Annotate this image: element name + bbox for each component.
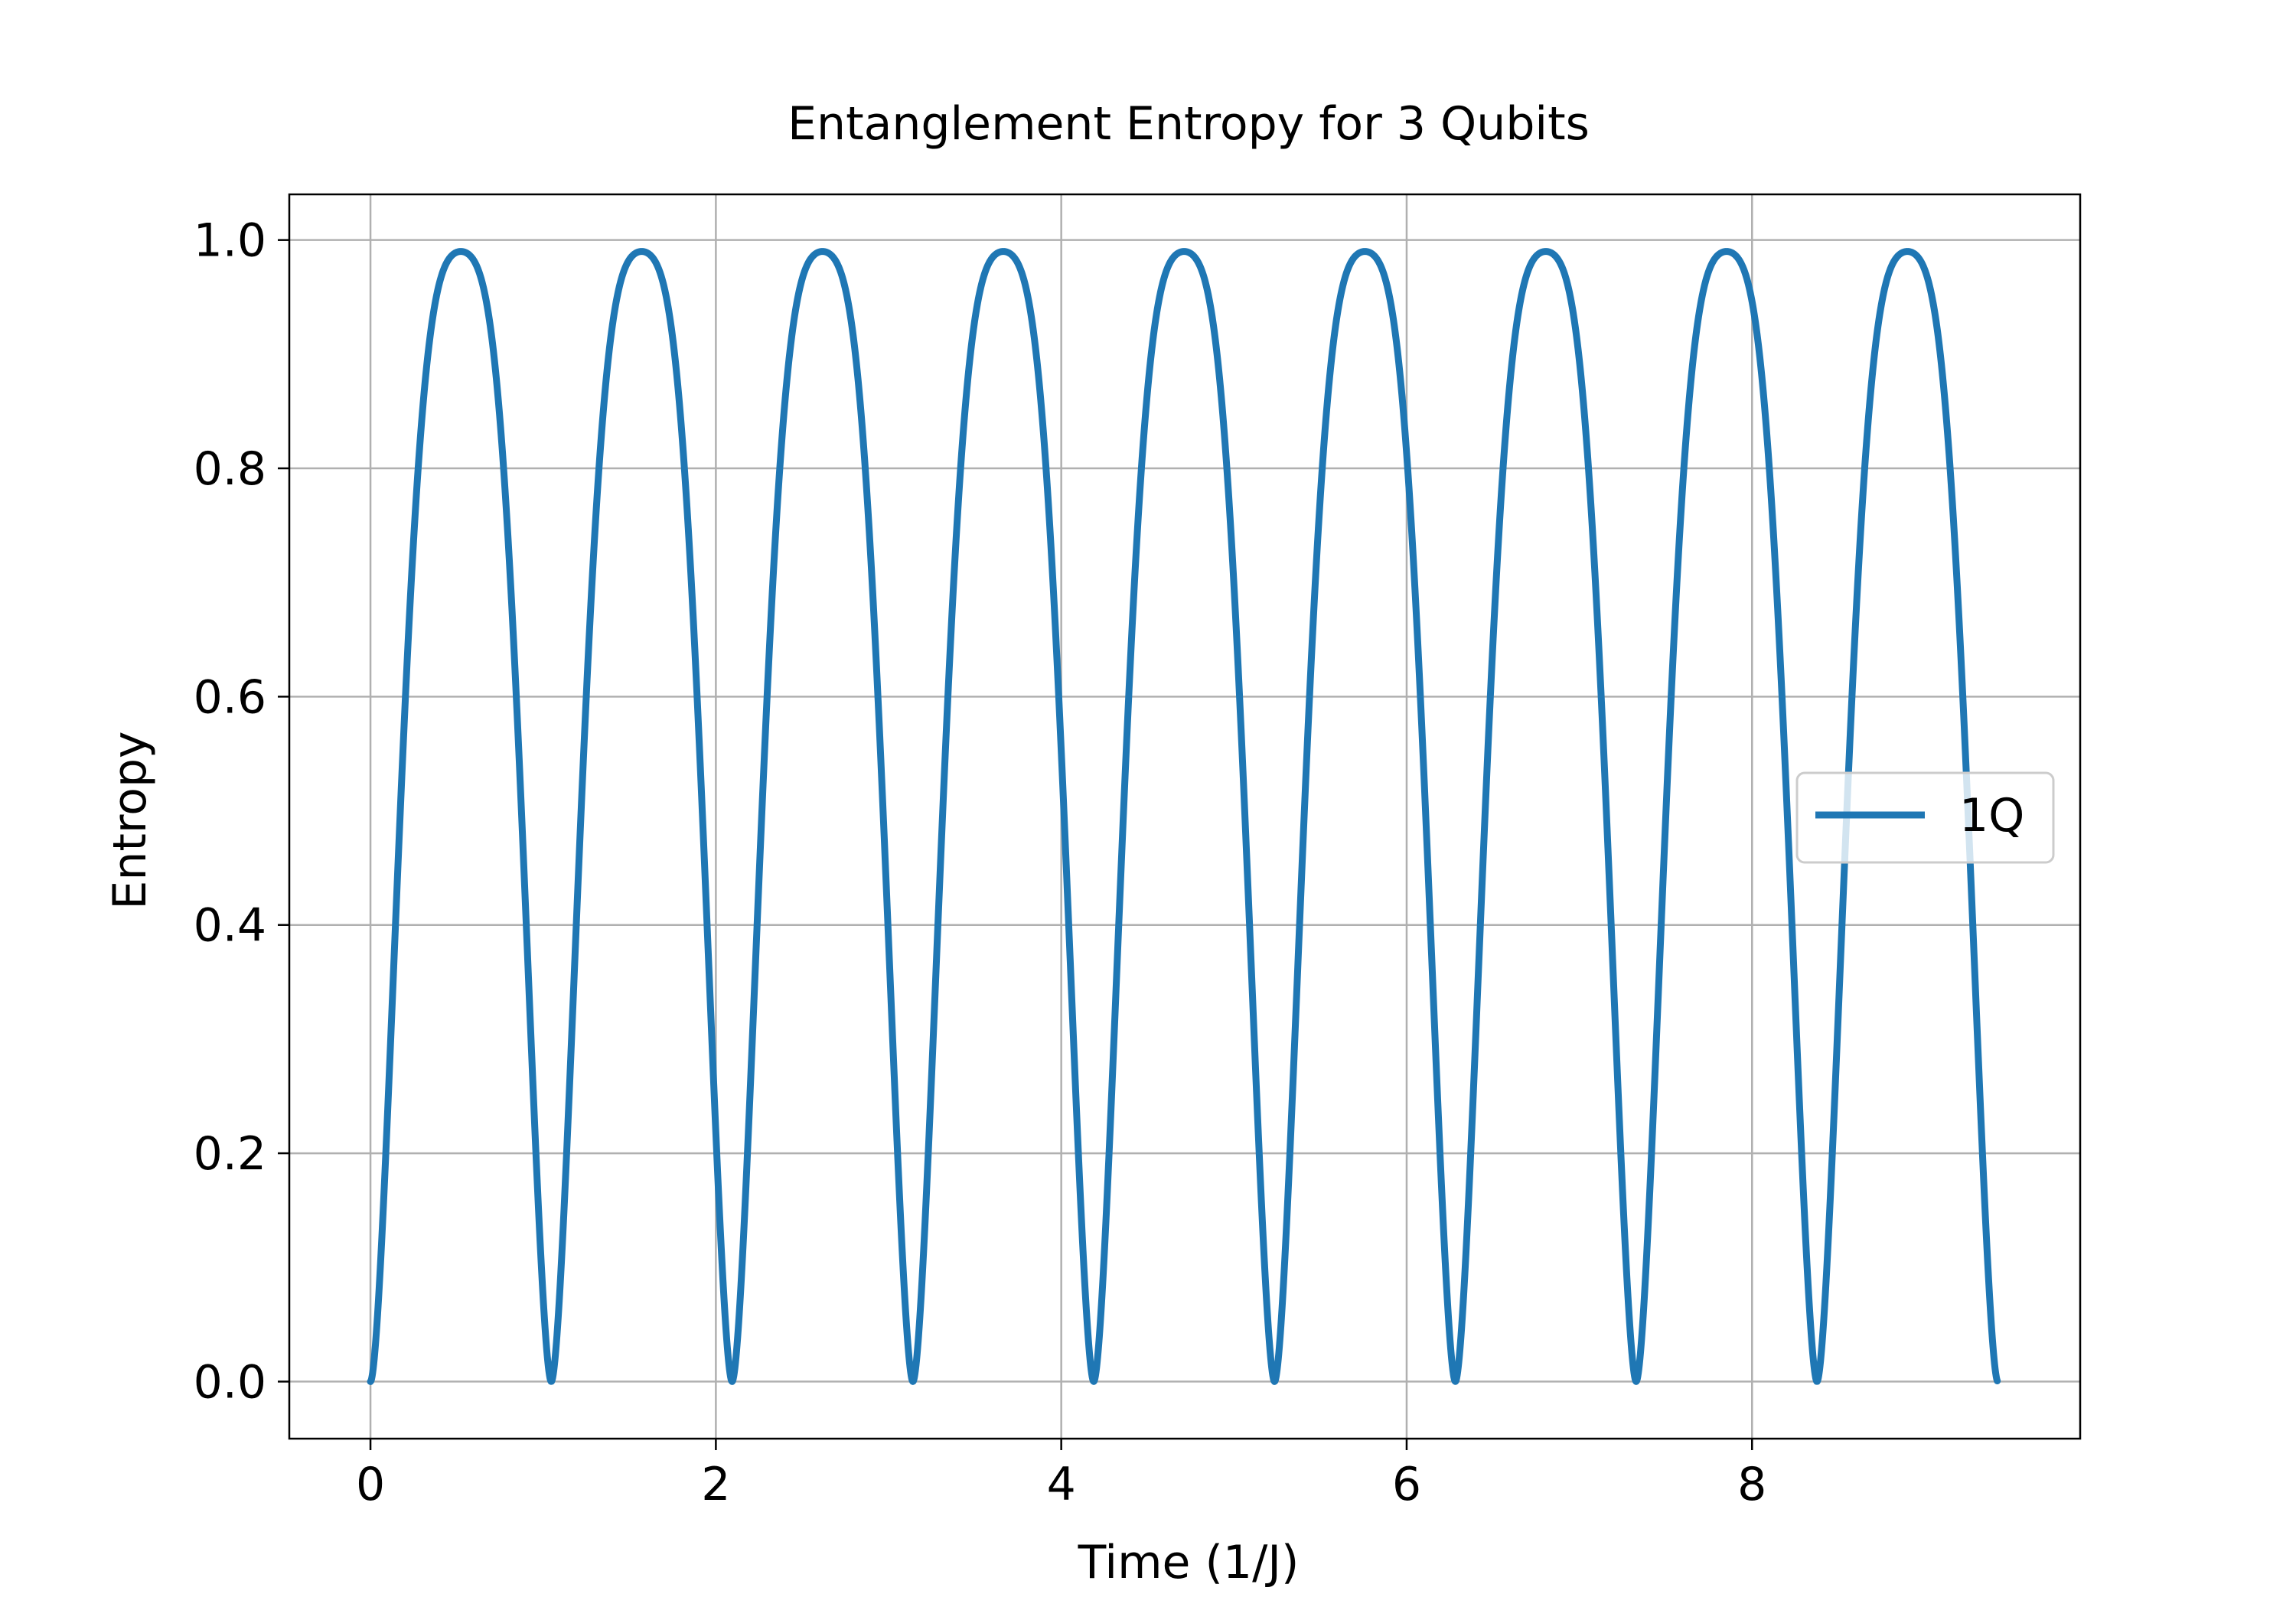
y-tick-label: 0.8 bbox=[194, 442, 266, 496]
legend-label-1q: 1Q bbox=[1959, 789, 2024, 843]
y-tick-label: 0.2 bbox=[194, 1127, 266, 1181]
y-tick-label: 0.6 bbox=[194, 670, 266, 724]
y-axis-label: Entropy bbox=[103, 731, 157, 909]
series-line-1q bbox=[367, 248, 2001, 1385]
legend-box bbox=[1795, 771, 2055, 864]
x-tick-label: 0 bbox=[356, 1458, 385, 1511]
legend: 1Q bbox=[1795, 771, 2055, 864]
x-tick-label: 8 bbox=[1737, 1458, 1766, 1511]
axis-ticks: 0 2 4 6 8 0.0 0.2 0.4 0.6 0.8 1.0 bbox=[194, 214, 1767, 1511]
y-tick-label: 0.4 bbox=[194, 899, 266, 953]
y-tick-label: 0.0 bbox=[194, 1355, 266, 1409]
x-tick-label: 2 bbox=[701, 1458, 730, 1511]
y-tick-label: 1.0 bbox=[194, 214, 266, 268]
x-axis-label: Time (1/J) bbox=[1078, 1536, 1300, 1589]
x-tick-label: 6 bbox=[1392, 1458, 1421, 1511]
chart-title: Entanglement Entropy for 3 Qubits bbox=[788, 97, 1590, 151]
plot-frame bbox=[288, 193, 2082, 1440]
x-tick-label: 4 bbox=[1047, 1458, 1076, 1511]
